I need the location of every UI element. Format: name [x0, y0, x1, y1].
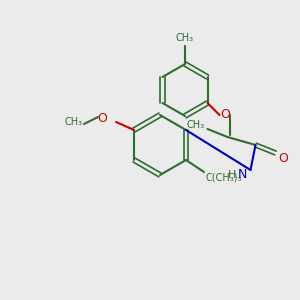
Text: O: O — [279, 152, 289, 166]
Text: O: O — [220, 109, 230, 122]
Text: O: O — [97, 112, 107, 124]
Text: H: H — [228, 170, 237, 180]
Text: N: N — [238, 169, 247, 182]
Text: C(CH₃)₃: C(CH₃)₃ — [206, 173, 242, 183]
Text: CH₃: CH₃ — [65, 117, 83, 127]
Text: CH₃: CH₃ — [187, 120, 205, 130]
Text: CH₃: CH₃ — [176, 33, 194, 43]
